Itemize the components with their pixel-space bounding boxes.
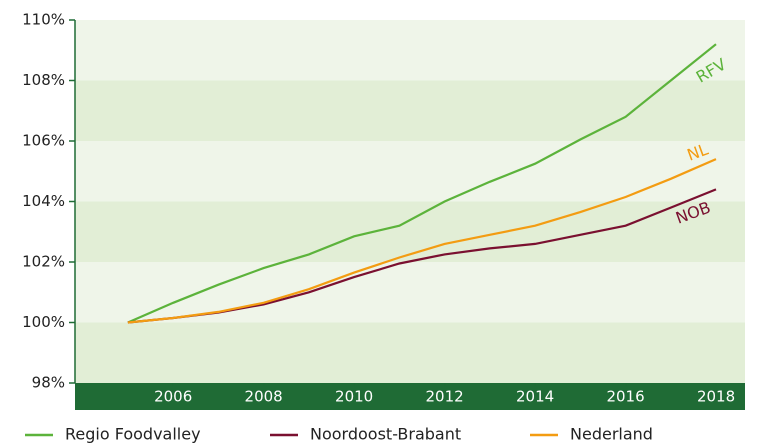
- y-tick-label: 110%: [22, 11, 65, 29]
- x-tick-label: 2012: [426, 388, 464, 406]
- legend-label: Noordoost-Brabant: [310, 425, 461, 444]
- y-tick-label: 104%: [22, 192, 65, 210]
- y-tick-label: 108%: [22, 71, 65, 89]
- y-tick-label: 102%: [22, 253, 65, 271]
- series-line: [127, 43, 717, 324]
- x-axis-band: [75, 383, 745, 410]
- y-tick-label: 98%: [32, 374, 65, 392]
- grid-band: [75, 80, 745, 141]
- legend-label: Regio Foodvalley: [65, 425, 201, 444]
- x-tick-label: 2016: [606, 388, 644, 406]
- legend-label: Nederland: [570, 425, 653, 444]
- series-line: [127, 158, 717, 324]
- y-tick-label: 100%: [22, 313, 65, 331]
- grid-band: [75, 201, 745, 262]
- x-tick-label: 2006: [154, 388, 192, 406]
- grid-band: [75, 322, 745, 383]
- x-tick-label: 2018: [697, 388, 735, 406]
- y-tick-label: 106%: [22, 132, 65, 150]
- x-tick-label: 2014: [516, 388, 554, 406]
- x-tick-label: 2008: [245, 388, 283, 406]
- x-tick-label: 2010: [335, 388, 373, 406]
